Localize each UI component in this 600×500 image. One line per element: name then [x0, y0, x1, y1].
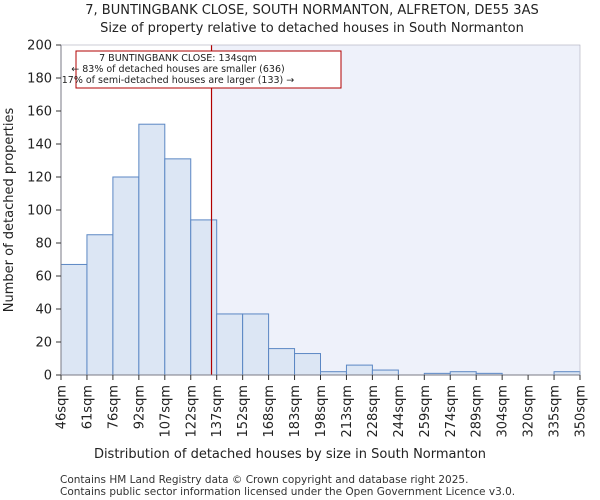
y-tick-label-160: 160 — [27, 105, 52, 120]
x-tick-label-122sqm: 122sqm — [184, 385, 199, 438]
y-ticks: 0 20 40 60 80 100 120 140 160 180 200 — [27, 39, 61, 384]
bar-152sqm — [242, 313, 270, 376]
y-tick-label-80: 80 — [35, 237, 52, 252]
y-axis-label: Number of detached properties — [2, 108, 17, 313]
y-tick-label-140: 140 — [27, 138, 52, 153]
x-tick-label-320sqm: 320sqm — [522, 385, 537, 438]
bar-168sqm — [268, 348, 296, 376]
chart-title-line-2: Size of property relative to detached ho… — [100, 21, 524, 36]
x-tick-label-107sqm: 107sqm — [158, 385, 173, 438]
bar-92sqm — [138, 123, 166, 376]
property-annotation: 7 BUNTINGBANK CLOSE: 134sqm ← 83% of det… — [62, 50, 342, 89]
larger-region-highlight — [211, 45, 580, 375]
x-tick-label-168sqm: 168sqm — [262, 385, 277, 438]
x-tick-label-183sqm: 183sqm — [288, 385, 303, 438]
bar-46sqm — [60, 263, 88, 376]
y-tick-label-200: 200 — [27, 39, 52, 54]
bar-183sqm — [294, 353, 321, 376]
x-tick-label-152sqm: 152sqm — [236, 385, 251, 438]
y-tick-label-20: 20 — [35, 336, 52, 351]
x-tick-label-350sqm: 350sqm — [574, 385, 589, 438]
x-tick-label-137sqm: 137sqm — [210, 385, 225, 438]
x-tick-label-61sqm: 61sqm — [80, 385, 95, 429]
annotation-line-2: ← 83% of detached houses are smaller (63… — [71, 64, 284, 75]
annotation-line-3: 17% of semi-detached houses are larger (… — [62, 75, 295, 86]
x-tick-label-274sqm: 274sqm — [444, 385, 459, 438]
annotation-line-1: 7 BUNTINGBANK CLOSE: 134sqm — [99, 53, 257, 64]
x-axis-label: Distribution of detached houses by size … — [94, 447, 486, 462]
bar-61sqm — [86, 234, 114, 376]
x-tick-label-335sqm: 335sqm — [548, 385, 563, 438]
x-tick-label-244sqm: 244sqm — [392, 385, 407, 438]
x-tick-label-198sqm: 198sqm — [314, 385, 329, 438]
x-tick-label-213sqm: 213sqm — [340, 385, 355, 438]
footer-line-1: Contains HM Land Registry data © Crown c… — [60, 474, 468, 486]
x-tick-label-228sqm: 228sqm — [366, 385, 381, 438]
bar-76sqm — [112, 176, 140, 376]
x-ticks: 46sqm 61sqm 76sqm 92sqm 107sqm 122sqm 137sqm 15… — [55, 375, 589, 438]
bar-137sqm — [216, 313, 244, 376]
chart-title-line-1: 7, BUNTINGBANK CLOSE, SOUTH NORMANTON, A… — [85, 3, 538, 18]
bar-228sqm — [371, 369, 399, 376]
footer-line-2: Contains public sector information licen… — [60, 486, 515, 498]
x-tick-label-289sqm: 289sqm — [470, 385, 485, 438]
bar-122sqm — [190, 219, 218, 376]
annotation-box — [75, 50, 342, 89]
y-tick-label-100: 100 — [27, 204, 52, 219]
y-tick-label-40: 40 — [35, 303, 52, 318]
x-tick-label-46sqm: 46sqm — [55, 385, 70, 429]
y-tick-label-0: 0 — [44, 369, 52, 384]
y-tick-label-180: 180 — [27, 72, 52, 87]
x-tick-label-304sqm: 304sqm — [496, 385, 511, 438]
y-tick-label-120: 120 — [27, 171, 52, 186]
bars-group — [60, 123, 581, 376]
x-tick-label-76sqm: 76sqm — [106, 385, 121, 429]
y-tick-label-60: 60 — [35, 270, 52, 285]
bar-213sqm — [345, 364, 373, 376]
x-tick-label-92sqm: 92sqm — [132, 385, 147, 429]
bar-107sqm — [164, 158, 192, 376]
x-tick-label-259sqm: 259sqm — [418, 385, 433, 438]
